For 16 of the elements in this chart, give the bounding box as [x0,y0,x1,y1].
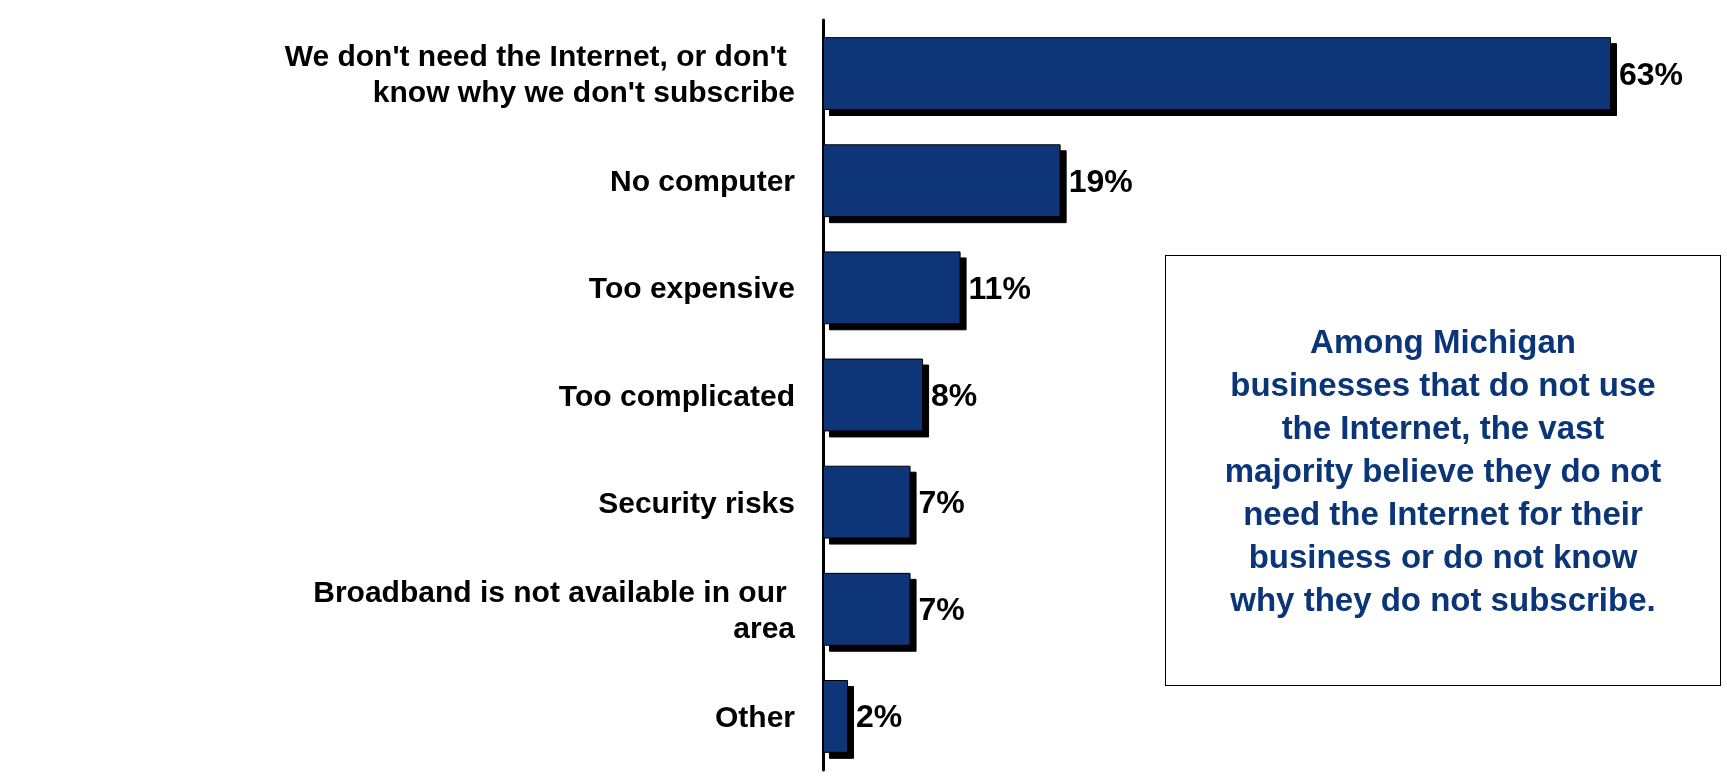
data-label: 63% [1619,55,1684,92]
y-tick-label: Too expensive [588,271,795,305]
y-tick-label: We don't need the Internet, or don't know why we don't subscribe [284,39,795,109]
y-tick-label: No computer [609,164,796,198]
data-label: 19% [1068,162,1133,199]
data-label: 7% [918,591,965,628]
y-tick-label: Security risks [598,485,795,519]
data-label: 11% [968,269,1031,306]
text-box: Among Michigan businesses that do not use the Internet, the vast majority believe they do not need the Internet for their business or do not know why they do not subscribe. [1165,255,1721,686]
data-label: 8% [931,377,978,413]
y-tick-label: Too complicated [558,378,795,412]
y-tick-label: Other [714,699,796,733]
annotation: Among Michigan businesses that do not use the Internet, the vast majority believe they do not need the Internet for their business or do not know why they do not subscribe. [1223,322,1663,620]
data-label: 7% [918,484,965,521]
data-label: 2% [856,698,903,735]
y-tick-label: Broadband is not available in our area [313,574,796,644]
